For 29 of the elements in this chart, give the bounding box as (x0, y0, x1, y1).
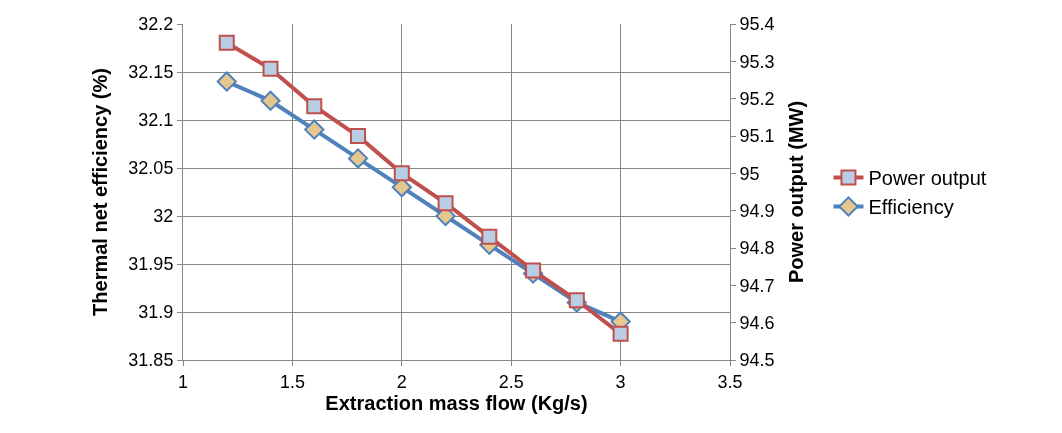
y-tick-label: 32.05 (128, 158, 174, 179)
y-tick-label: 32.1 (138, 110, 174, 131)
legend-label: Efficiency (868, 196, 954, 219)
y-tick-label: 31.85 (128, 350, 174, 371)
x-axis-title: Extraction mass flow (Kg/s) (325, 391, 588, 414)
y2-tick-label: 95.2 (739, 88, 775, 109)
y-axis-title: Thermal net efficiency (%) (88, 68, 111, 316)
y-tick-label: 32 (153, 206, 174, 227)
x-tick-label: 1 (177, 371, 189, 392)
x-tick-label: 3.5 (717, 371, 743, 392)
x-tick-label: 3 (615, 371, 626, 392)
y2-tick-label: 94.9 (739, 200, 775, 221)
y2-tick-label: 94.7 (739, 275, 775, 296)
y2-axis-title: Power output (MW) (785, 100, 808, 284)
x-tick-label: 2.5 (498, 371, 524, 392)
y-tick-label: 32.15 (128, 62, 174, 83)
y-tick-label: 32.2 (138, 14, 174, 35)
legend-label: Power output (868, 167, 987, 190)
y-tick-label: 31.95 (128, 254, 174, 275)
y-tick-label: 31.9 (138, 302, 174, 323)
x-tick-label: 2 (396, 371, 407, 392)
y2-tick-label: 94.5 (739, 350, 775, 371)
y2-tick-label: 95.4 (739, 14, 775, 35)
y2-tick-label: 95 (739, 163, 760, 184)
y2-tick-label: 95.3 (739, 51, 775, 72)
y2-tick-label: 95.1 (739, 126, 775, 147)
y2-tick-label: 94.8 (739, 238, 775, 259)
x-tick-label: 1.5 (279, 371, 305, 392)
y2-tick-label: 94.6 (739, 312, 775, 333)
